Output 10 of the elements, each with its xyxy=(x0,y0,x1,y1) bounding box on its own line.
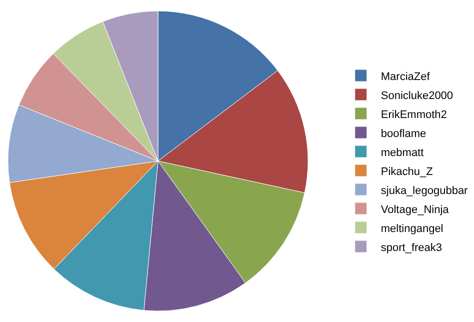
legend-label: Pikachu_Z xyxy=(380,166,434,178)
legend-label: meltingangel xyxy=(380,222,444,235)
legend-label: Voltage_Ninja xyxy=(380,204,450,216)
legend-label: sjuka_legogubbar xyxy=(380,184,468,197)
legend-label: booflame xyxy=(380,128,426,140)
legend-label: Sonicluke2000 xyxy=(380,90,454,102)
legend-label: sport_freak3 xyxy=(380,242,442,254)
legend-label: MarciaZef xyxy=(380,70,431,83)
legend-label: ErikEmmoth2 xyxy=(380,108,447,121)
legend-label: mebmatt xyxy=(380,146,424,159)
